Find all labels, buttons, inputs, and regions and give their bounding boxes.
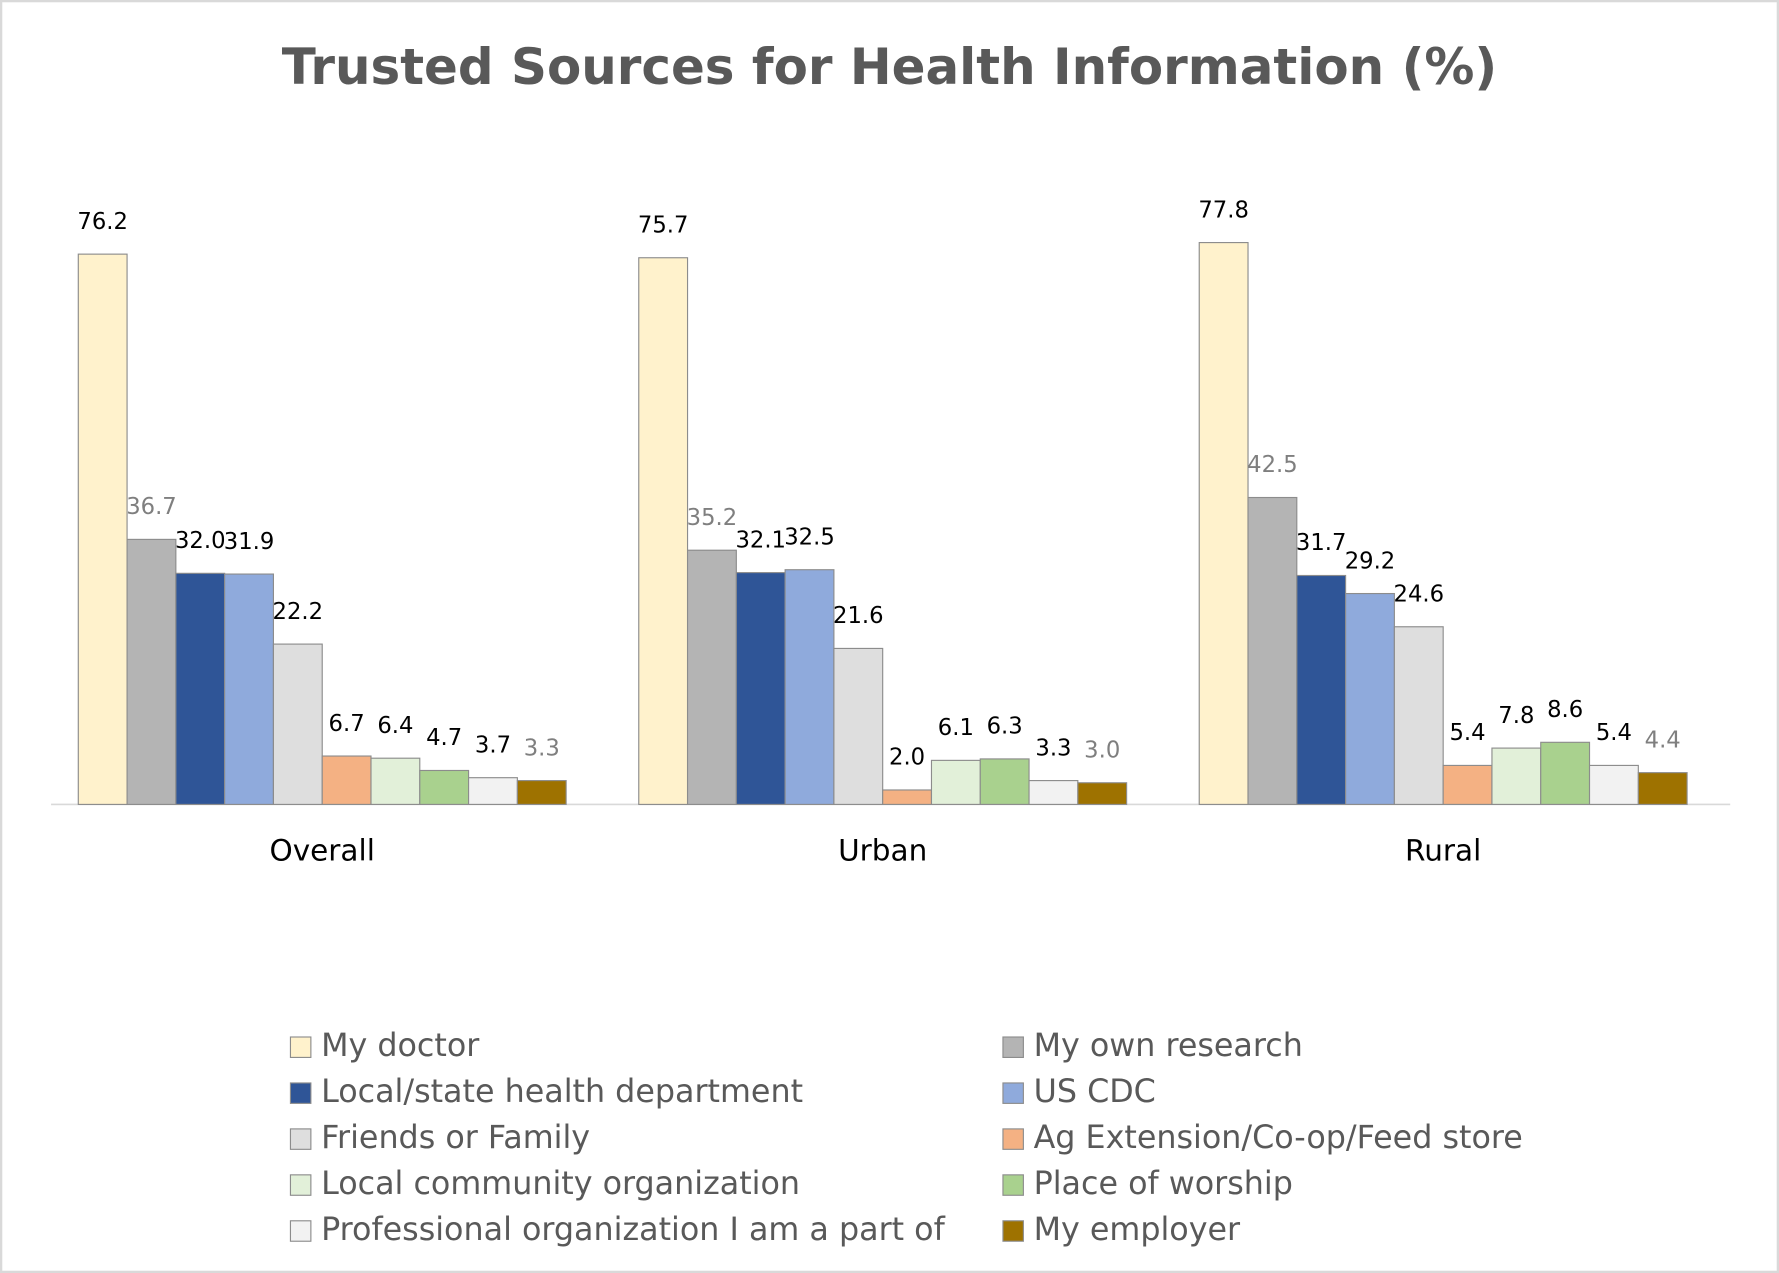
- value-label: 35.2: [687, 505, 738, 531]
- legend-label: Professional organization I am a part of: [321, 1212, 946, 1248]
- bar: [1442, 764, 1493, 805]
- value-label: 8.6: [1547, 697, 1583, 723]
- value-label: 32.5: [784, 524, 835, 550]
- value-label: 4.7: [426, 725, 462, 751]
- bar: [175, 572, 226, 805]
- bar: [1247, 496, 1298, 805]
- legend-label: US CDC: [1034, 1074, 1156, 1110]
- bar: [784, 569, 835, 805]
- value-label: 29.2: [1345, 548, 1396, 574]
- legend-swatch: [289, 1174, 312, 1196]
- category-label: Rural: [1405, 834, 1481, 868]
- value-label: 6.4: [377, 713, 413, 739]
- bar: [930, 759, 981, 805]
- value-label: 7.8: [1498, 703, 1534, 729]
- value-label: 36.7: [126, 494, 177, 520]
- bar: [224, 573, 274, 805]
- bar: [516, 780, 567, 805]
- bar: [686, 549, 737, 805]
- category-label: Overall: [270, 834, 375, 868]
- value-label: 32.0: [175, 528, 226, 554]
- legend-swatch: [1002, 1174, 1024, 1196]
- value-label: 3.3: [524, 735, 560, 761]
- value-label: 6.3: [987, 714, 1023, 740]
- value-label: 42.5: [1247, 452, 1298, 478]
- value-label: 24.6: [1394, 581, 1445, 607]
- legend-swatch: [1002, 1036, 1024, 1058]
- bar: [1588, 764, 1639, 805]
- value-label: 31.9: [224, 529, 275, 555]
- bar: [1393, 626, 1444, 805]
- value-label: 21.6: [833, 603, 884, 629]
- legend-label: Local/state health department: [321, 1074, 803, 1110]
- bar: [1296, 574, 1347, 805]
- value-label: 3.3: [1035, 735, 1071, 761]
- value-label: 77.8: [1198, 197, 1249, 223]
- legend-label: Place of worship: [1034, 1166, 1293, 1202]
- bar: [833, 647, 884, 805]
- bar: [882, 789, 933, 805]
- bar: [1491, 747, 1542, 805]
- bar: [1028, 780, 1079, 805]
- category-label: Urban: [838, 834, 927, 868]
- bar: [468, 777, 518, 805]
- bar: [419, 769, 470, 805]
- legend-swatch: [289, 1128, 312, 1150]
- legend-swatch: [289, 1082, 312, 1104]
- legend-swatch: [1002, 1082, 1024, 1104]
- bar: [272, 643, 323, 805]
- bar: [321, 755, 372, 805]
- bar: [370, 757, 421, 805]
- bar: [638, 257, 689, 805]
- bar: [1637, 772, 1688, 805]
- value-label: 4.4: [1645, 727, 1681, 753]
- legend-label: My own research: [1034, 1028, 1303, 1064]
- legend-label: Ag Extension/Co-op/Feed store: [1034, 1120, 1523, 1156]
- value-label: 6.1: [938, 715, 974, 741]
- legend-swatch: [289, 1036, 312, 1058]
- value-label: 75.7: [638, 212, 689, 238]
- value-label: 32.1: [735, 527, 786, 553]
- legend-label: My doctor: [321, 1028, 480, 1064]
- bar: [1198, 242, 1249, 805]
- legend-label: Local community organization: [321, 1166, 800, 1202]
- value-label: 5.4: [1596, 720, 1632, 746]
- value-label: 5.4: [1450, 720, 1486, 746]
- legend-swatch: [1002, 1128, 1024, 1150]
- value-label: 31.7: [1296, 530, 1347, 556]
- value-label: 3.0: [1084, 737, 1120, 763]
- bar: [735, 572, 786, 805]
- bar: [1077, 782, 1128, 805]
- legend-label: Friends or Family: [321, 1120, 590, 1156]
- legend-label: My employer: [1034, 1212, 1241, 1248]
- bar: [979, 758, 1030, 805]
- bar: [126, 538, 177, 805]
- value-label: 76.2: [77, 209, 128, 235]
- bar: [77, 253, 128, 805]
- value-label: 2.0: [889, 745, 925, 771]
- bar: [1345, 592, 1395, 805]
- legend-swatch: [289, 1220, 312, 1242]
- value-label: 6.7: [329, 711, 365, 737]
- bar: [1540, 741, 1591, 805]
- value-label: 22.2: [273, 599, 324, 625]
- value-label: 3.7: [475, 732, 511, 758]
- chart-title: Trusted Sources for Health Information (…: [282, 38, 1497, 96]
- legend-swatch: [1002, 1220, 1024, 1242]
